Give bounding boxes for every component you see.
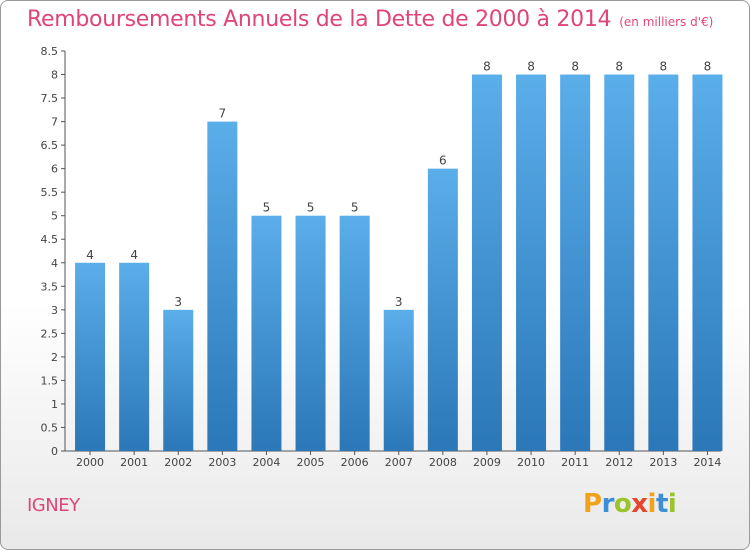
y-tick-label: 2	[51, 351, 58, 364]
bar-2008	[427, 168, 458, 451]
x-tick-label: 2007	[385, 456, 413, 469]
x-tick-label: 2000	[76, 456, 104, 469]
x-tick-label: 2011	[561, 456, 589, 469]
data-label-2001: 4	[130, 248, 138, 262]
x-tick-label: 2003	[208, 456, 236, 469]
data-label-2006: 5	[351, 201, 359, 215]
bar-2010	[516, 74, 547, 451]
y-tick-label: 1	[51, 398, 58, 411]
data-label-2000: 4	[86, 248, 94, 262]
data-label-2013: 8	[660, 60, 668, 74]
proxiti-logo[interactable]: Proxiti	[583, 489, 677, 519]
data-label-2012: 8	[615, 60, 623, 74]
data-label-2009: 8	[483, 60, 491, 74]
logo-letter: i	[647, 489, 657, 519]
y-tick-label: 4	[51, 257, 58, 270]
x-tick-label: 2008	[429, 456, 457, 469]
data-label-2010: 8	[527, 60, 535, 74]
data-label-2014: 8	[704, 60, 712, 74]
data-label-2011: 8	[571, 60, 579, 74]
x-tick-label: 2009	[473, 456, 501, 469]
y-tick-label: 3	[51, 304, 58, 317]
logo-letter: r	[601, 489, 615, 519]
x-tick-label: 2004	[252, 456, 280, 469]
x-tick-label: 2012	[605, 456, 633, 469]
bar-2009	[471, 74, 502, 451]
bar-2002	[163, 309, 194, 451]
y-tick-label: 5	[51, 210, 58, 223]
y-tick-label: 8	[51, 69, 58, 82]
data-label-2008: 6	[439, 154, 447, 168]
bar-2011	[560, 74, 591, 451]
y-tick-label: 8.5	[41, 45, 59, 58]
logo-letter: o	[613, 489, 632, 519]
data-label-2004: 5	[263, 201, 271, 215]
data-label-2005: 5	[307, 201, 315, 215]
bar-2013	[648, 74, 679, 451]
x-tick-label: 2006	[341, 456, 369, 469]
y-tick-label: 0	[51, 445, 58, 458]
chart-title-text: Remboursements Annuels de la Dette de 20…	[27, 7, 612, 32]
bars	[75, 74, 723, 452]
y-tick-label: 6.5	[41, 139, 59, 152]
location-name: IGNEY	[27, 495, 80, 516]
y-tick-label: 4.5	[41, 233, 59, 246]
bar-2012	[604, 74, 635, 451]
chart-subtitle: (en milliers d'€)	[619, 15, 714, 29]
x-tick-label: 2005	[297, 456, 325, 469]
data-label-2002: 3	[174, 295, 182, 309]
bar-2003	[207, 121, 238, 452]
y-tick-label: 5.5	[41, 186, 59, 199]
data-label-2003: 7	[219, 107, 227, 121]
axes: 0 0.5 1 1.5 2 2.5 3 3.5 4 4.5 5 5.5 6 6.5 7 7.5 8 8.5 2000…	[41, 45, 722, 469]
bar-2014	[692, 74, 723, 451]
bar-2004	[251, 215, 282, 451]
logo-letter: i	[667, 489, 677, 519]
bar-2005	[295, 215, 326, 451]
x-tick-label: 2014	[693, 456, 721, 469]
logo-letter: t	[655, 489, 668, 519]
y-tick-label: 1.5	[41, 374, 59, 387]
bar-2006	[339, 215, 370, 451]
bar-2000	[75, 262, 106, 451]
bar-2007	[383, 309, 414, 451]
y-tick-label: 2.5	[41, 327, 59, 340]
x-tick-label: 2010	[517, 456, 545, 469]
logo-letter: x	[631, 489, 648, 519]
y-tick-label: 0.5	[41, 421, 59, 434]
bar-2001	[119, 262, 150, 451]
logo-letter: P	[583, 489, 602, 519]
y-tick-label: 3.5	[41, 280, 59, 293]
x-tick-label: 2002	[164, 456, 192, 469]
data-labels: 4 4 3 7 5 5 5 3 6 8 8 8 8 8 8	[86, 60, 711, 309]
chart-title: Remboursements Annuels de la Dette de 20…	[27, 7, 713, 32]
x-tick-label: 2013	[649, 456, 677, 469]
data-label-2007: 3	[395, 295, 403, 309]
y-tick-label: 6	[51, 163, 58, 176]
y-tick-label: 7.5	[41, 92, 59, 105]
x-tick-label: 2001	[120, 456, 148, 469]
y-tick-label: 7	[51, 116, 58, 129]
